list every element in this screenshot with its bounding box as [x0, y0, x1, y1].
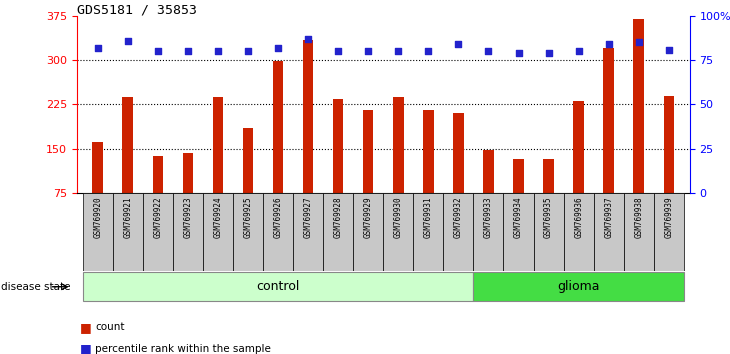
- Point: [302, 36, 314, 42]
- Bar: [393, 97, 404, 237]
- FancyBboxPatch shape: [293, 193, 323, 271]
- Text: GSM769935: GSM769935: [544, 197, 553, 239]
- Bar: [513, 159, 524, 237]
- FancyBboxPatch shape: [263, 193, 293, 271]
- Point: [573, 48, 585, 54]
- Bar: [573, 102, 584, 237]
- Bar: [242, 128, 253, 237]
- Bar: [212, 97, 223, 237]
- Text: GSM769930: GSM769930: [393, 197, 403, 239]
- Bar: [273, 61, 283, 237]
- Bar: [333, 98, 343, 237]
- Point: [92, 45, 104, 51]
- Text: GSM769922: GSM769922: [153, 197, 162, 239]
- Bar: [423, 110, 434, 237]
- Text: ■: ■: [80, 342, 92, 354]
- FancyBboxPatch shape: [443, 193, 474, 271]
- Bar: [123, 97, 133, 237]
- Text: GSM769924: GSM769924: [213, 197, 223, 239]
- FancyBboxPatch shape: [353, 193, 383, 271]
- FancyBboxPatch shape: [383, 193, 413, 271]
- Bar: [93, 142, 103, 237]
- Point: [152, 48, 164, 54]
- Point: [453, 41, 464, 47]
- Point: [633, 40, 645, 45]
- Point: [423, 48, 434, 54]
- Text: GSM769921: GSM769921: [123, 197, 132, 239]
- Text: GSM769931: GSM769931: [424, 197, 433, 239]
- FancyBboxPatch shape: [173, 193, 203, 271]
- Text: percentile rank within the sample: percentile rank within the sample: [95, 344, 271, 354]
- Point: [512, 50, 524, 56]
- Point: [272, 45, 284, 51]
- FancyBboxPatch shape: [233, 193, 263, 271]
- Text: GSM769934: GSM769934: [514, 197, 523, 239]
- Text: GSM769928: GSM769928: [334, 197, 342, 239]
- Text: GSM769927: GSM769927: [304, 197, 312, 239]
- FancyBboxPatch shape: [413, 193, 443, 271]
- FancyBboxPatch shape: [623, 193, 654, 271]
- Point: [362, 48, 374, 54]
- Text: count: count: [95, 322, 124, 332]
- Bar: [453, 113, 464, 237]
- Text: GSM769936: GSM769936: [574, 197, 583, 239]
- Bar: [543, 159, 554, 237]
- Bar: [182, 153, 193, 237]
- FancyBboxPatch shape: [474, 193, 504, 271]
- Text: GSM769938: GSM769938: [634, 197, 643, 239]
- Point: [182, 48, 193, 54]
- Text: GSM769932: GSM769932: [454, 197, 463, 239]
- FancyBboxPatch shape: [593, 193, 623, 271]
- FancyBboxPatch shape: [474, 273, 684, 301]
- Text: GSM769929: GSM769929: [364, 197, 373, 239]
- Bar: [153, 156, 163, 237]
- Point: [212, 48, 224, 54]
- FancyBboxPatch shape: [203, 193, 233, 271]
- Point: [332, 48, 344, 54]
- Text: GDS5181 / 35853: GDS5181 / 35853: [77, 4, 196, 17]
- Text: GSM769933: GSM769933: [484, 197, 493, 239]
- Text: GSM769923: GSM769923: [183, 197, 193, 239]
- Point: [663, 47, 675, 52]
- Text: GSM769925: GSM769925: [244, 197, 253, 239]
- FancyBboxPatch shape: [82, 273, 474, 301]
- Bar: [303, 40, 313, 237]
- Bar: [363, 110, 374, 237]
- Text: GSM769937: GSM769937: [604, 197, 613, 239]
- Point: [483, 48, 494, 54]
- Text: control: control: [256, 280, 300, 293]
- FancyBboxPatch shape: [564, 193, 593, 271]
- Text: disease state: disease state: [1, 282, 71, 292]
- Bar: [604, 48, 614, 237]
- FancyBboxPatch shape: [534, 193, 564, 271]
- Point: [242, 48, 254, 54]
- Bar: [634, 19, 644, 237]
- Text: GSM769920: GSM769920: [93, 197, 102, 239]
- Text: glioma: glioma: [558, 280, 600, 293]
- Point: [542, 50, 554, 56]
- FancyBboxPatch shape: [323, 193, 353, 271]
- Point: [122, 38, 134, 44]
- Bar: [483, 150, 493, 237]
- Text: ■: ■: [80, 321, 92, 334]
- FancyBboxPatch shape: [143, 193, 173, 271]
- Point: [393, 48, 404, 54]
- FancyBboxPatch shape: [654, 193, 684, 271]
- Text: GSM769926: GSM769926: [274, 197, 283, 239]
- FancyBboxPatch shape: [504, 193, 534, 271]
- Text: GSM769939: GSM769939: [664, 197, 673, 239]
- FancyBboxPatch shape: [112, 193, 143, 271]
- FancyBboxPatch shape: [82, 193, 112, 271]
- Point: [603, 41, 615, 47]
- Bar: [664, 96, 674, 237]
